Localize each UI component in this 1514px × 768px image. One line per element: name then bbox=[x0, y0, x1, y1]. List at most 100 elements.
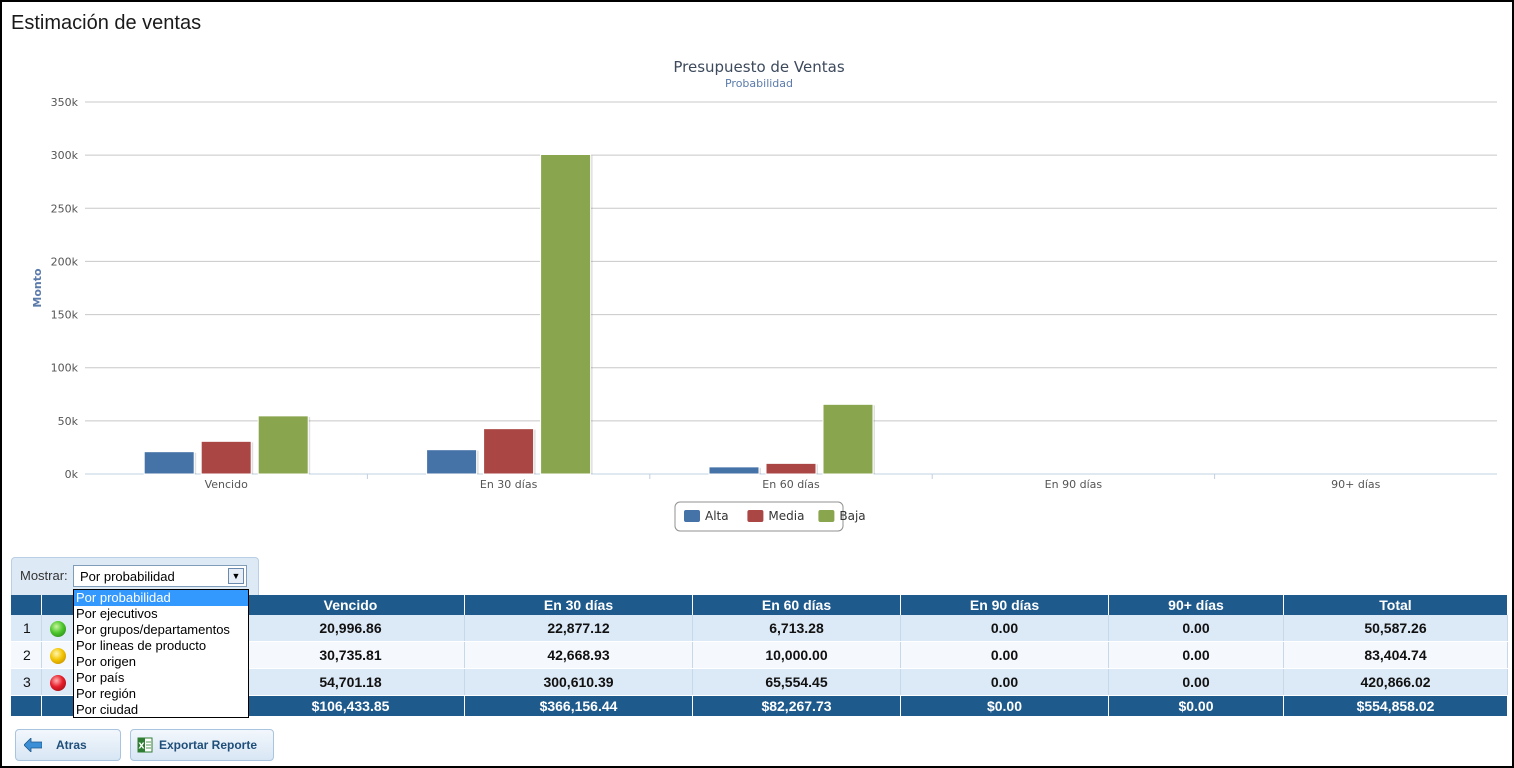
x-tick-label: En 60 días bbox=[762, 478, 820, 491]
dropdown-option-probabilidad[interactable]: Por probabilidad bbox=[74, 590, 248, 606]
header-60-dias[interactable]: En 60 días bbox=[692, 595, 901, 615]
filter-select-value: Por probabilidad bbox=[80, 569, 175, 584]
total-90-plus-dias: $0.00 bbox=[1108, 695, 1284, 717]
header-index bbox=[11, 595, 42, 615]
total-status bbox=[41, 695, 75, 717]
y-tick-label: 200k bbox=[51, 255, 79, 268]
y-tick-label: 150k bbox=[51, 309, 79, 322]
row-index: 3 bbox=[11, 668, 42, 696]
cell-90-dias: 0.00 bbox=[900, 668, 1109, 696]
y-tick-label: 300k bbox=[51, 149, 79, 162]
total-60-dias: $82,267.73 bbox=[692, 695, 901, 717]
bar bbox=[708, 466, 760, 475]
total-index bbox=[11, 695, 42, 717]
excel-icon: X bbox=[137, 737, 153, 753]
bar bbox=[540, 153, 592, 475]
row-index: 2 bbox=[11, 641, 42, 669]
y-tick-label: 100k bbox=[51, 362, 79, 375]
header-vencido[interactable]: Vencido bbox=[236, 595, 465, 615]
export-report-button[interactable]: X Exportar Reporte bbox=[130, 729, 274, 761]
svg-text:X: X bbox=[138, 742, 145, 751]
cell-90-plus-dias: 0.00 bbox=[1108, 668, 1284, 696]
cell-total: 50,587.26 bbox=[1283, 615, 1508, 642]
chevron-down-icon[interactable]: ▼ bbox=[228, 568, 244, 584]
cell-vencido: 30,735.81 bbox=[236, 641, 465, 669]
header-total[interactable]: Total bbox=[1283, 595, 1508, 615]
legend-label: Baja bbox=[839, 509, 865, 523]
cell-30-dias: 42,668.93 bbox=[464, 641, 693, 669]
y-tick-label: 50k bbox=[58, 415, 79, 428]
dropdown-option-region[interactable]: Por región bbox=[76, 686, 136, 701]
export-button-label: Exportar Reporte bbox=[159, 738, 258, 752]
bar bbox=[765, 462, 817, 475]
chart-legend: Alta Media Baja bbox=[674, 501, 866, 532]
cell-30-dias: 300,610.39 bbox=[464, 668, 693, 696]
y-tick-label: 0k bbox=[65, 468, 79, 481]
legend-label: Alta bbox=[705, 509, 729, 523]
filter-dropdown-list[interactable]: Por probabilidad Por ejecutivos Por grup… bbox=[73, 589, 249, 718]
cell-90-plus-dias: 0.00 bbox=[1108, 641, 1284, 669]
cell-90-dias: 0.00 bbox=[900, 615, 1109, 642]
status-cell bbox=[41, 615, 75, 642]
page-title: Estimación de ventas bbox=[11, 12, 202, 34]
dropdown-option-ciudad[interactable]: Por ciudad bbox=[76, 702, 139, 717]
total-total: $554,858.02 bbox=[1283, 695, 1508, 717]
cell-total: 420,866.02 bbox=[1283, 668, 1508, 696]
dropdown-option-grupos[interactable]: Por grupos/departamentos bbox=[76, 622, 230, 637]
total-vencido: $106,433.85 bbox=[236, 695, 465, 717]
cell-90-plus-dias: 0.00 bbox=[1108, 615, 1284, 642]
cell-60-dias: 65,554.45 bbox=[692, 668, 901, 696]
cell-60-dias: 10,000.00 bbox=[692, 641, 901, 669]
legend-swatch bbox=[684, 510, 700, 522]
legend-swatch bbox=[747, 510, 764, 522]
cell-total: 83,404.74 bbox=[1283, 641, 1508, 669]
bar bbox=[822, 403, 874, 475]
dropdown-option-lineas-producto[interactable]: Por lineas de producto bbox=[76, 638, 207, 653]
back-button[interactable]: Atras bbox=[15, 729, 121, 761]
status-red-icon bbox=[50, 674, 66, 691]
dropdown-option-pais[interactable]: Por país bbox=[76, 670, 125, 685]
cell-60-dias: 6,713.28 bbox=[692, 615, 901, 642]
status-cell bbox=[41, 641, 75, 669]
chart-subtitle: Probabilidad bbox=[725, 77, 793, 90]
chart-title: Presupuesto de Ventas bbox=[673, 58, 844, 76]
bar bbox=[483, 428, 535, 475]
bar bbox=[426, 449, 478, 475]
y-tick-label: 350k bbox=[51, 96, 79, 109]
cell-vencido: 20,996.86 bbox=[236, 615, 465, 642]
header-90-plus-dias[interactable]: 90+ días bbox=[1108, 595, 1284, 615]
status-green-icon bbox=[50, 620, 66, 637]
row-index: 1 bbox=[11, 615, 42, 642]
filter-label: Mostrar: bbox=[20, 568, 68, 583]
total-30-dias: $366,156.44 bbox=[464, 695, 693, 717]
back-button-label: Atras bbox=[56, 738, 87, 752]
header-30-dias[interactable]: En 30 días bbox=[464, 595, 693, 615]
cell-90-dias: 0.00 bbox=[900, 641, 1109, 669]
dropdown-option-ejecutivos[interactable]: Por ejecutivos bbox=[76, 606, 158, 621]
status-yellow-icon bbox=[50, 647, 66, 664]
y-tick-label: 250k bbox=[51, 202, 79, 215]
bar bbox=[200, 440, 252, 475]
table-row: 1 20,996.86 22,877.12 6,713.28 0.00 0.00… bbox=[11, 615, 1508, 642]
x-tick-label: 90+ días bbox=[1331, 478, 1380, 491]
bar bbox=[143, 451, 195, 475]
bar bbox=[257, 415, 309, 475]
dropdown-option-origen[interactable]: Por origen bbox=[76, 654, 136, 669]
status-cell bbox=[41, 668, 75, 696]
legend-label: Media bbox=[768, 509, 804, 523]
header-status bbox=[41, 595, 75, 615]
x-tick-label: Vencido bbox=[205, 478, 248, 491]
filter-select[interactable]: Por probabilidad ▼ bbox=[73, 565, 247, 587]
x-tick-label: En 30 días bbox=[480, 478, 538, 491]
header-90-dias[interactable]: En 90 días bbox=[900, 595, 1109, 615]
cell-vencido: 54,701.18 bbox=[236, 668, 465, 696]
table-row: 2 30,735.81 42,668.93 10,000.00 0.00 0.0… bbox=[11, 641, 1508, 669]
total-90-dias: $0.00 bbox=[900, 695, 1109, 717]
back-arrow-icon bbox=[24, 738, 42, 752]
cell-30-dias: 22,877.12 bbox=[464, 615, 693, 642]
x-tick-label: En 90 días bbox=[1045, 478, 1103, 491]
legend-swatch bbox=[818, 510, 835, 522]
y-axis-label: Monto bbox=[31, 268, 44, 308]
